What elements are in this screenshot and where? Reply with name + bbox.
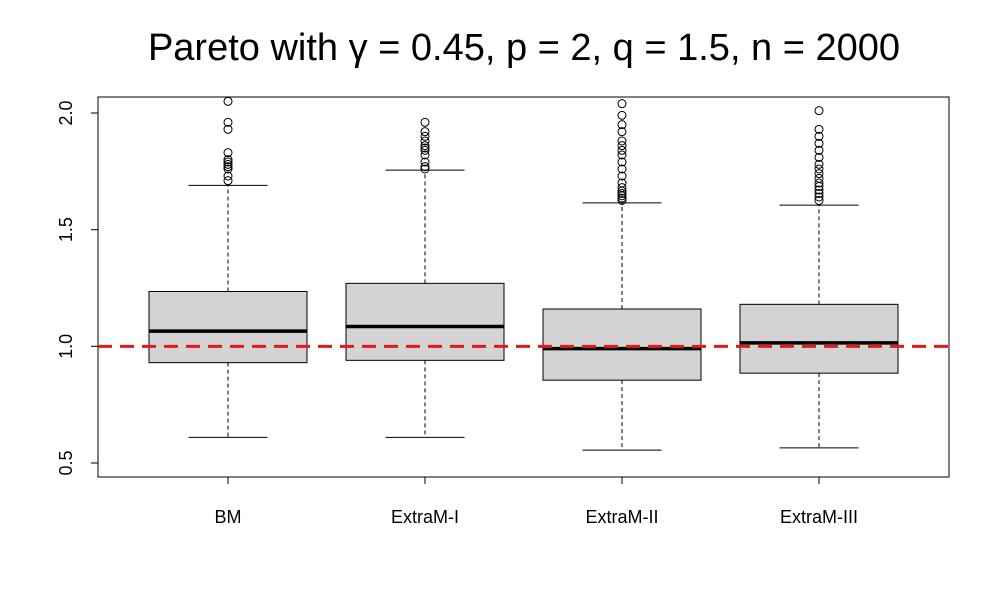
y-tick-label: 1.5 — [56, 217, 76, 242]
outlier-point — [223, 176, 233, 186]
y-tick-label: 0.5 — [56, 450, 76, 475]
outlier-point — [617, 120, 627, 130]
outlier-point — [814, 106, 824, 116]
outlier-point — [223, 124, 233, 134]
outlier-point — [420, 136, 430, 146]
outlier-point — [814, 169, 824, 179]
outlier-point — [223, 159, 233, 169]
x-tick-label: ExtraM-III — [780, 507, 858, 527]
outlier-point — [617, 164, 627, 174]
box-extram-ii — [542, 99, 702, 451]
outlier-point — [814, 178, 824, 188]
outlier-point — [420, 143, 430, 153]
x-tick-label: BM — [215, 507, 242, 527]
outlier-point — [617, 127, 627, 137]
outlier-point — [617, 189, 627, 198]
outlier-point — [814, 189, 824, 198]
iqr-box — [739, 303, 899, 374]
outlier-point — [617, 183, 627, 193]
outlier-point — [617, 110, 627, 120]
outlier-point — [617, 99, 627, 109]
x-tick-label: ExtraM-II — [585, 507, 658, 527]
outlier-point — [617, 136, 627, 146]
outlier-point — [420, 141, 430, 151]
outlier-point — [420, 127, 430, 137]
outlier-point — [617, 145, 627, 155]
outlier-point — [420, 162, 430, 172]
box-bm — [148, 96, 308, 438]
outlier-point — [420, 157, 430, 167]
outlier-point — [223, 148, 233, 158]
outlier-point — [420, 150, 430, 160]
outlier-point — [814, 173, 824, 183]
outlier-point — [617, 196, 627, 205]
outlier-point — [223, 157, 233, 167]
outlier-point — [814, 164, 824, 174]
outlier-point — [420, 145, 430, 155]
outlier-point — [223, 164, 233, 174]
outlier-point — [223, 117, 233, 127]
box-extram-iii — [739, 106, 899, 449]
outlier-point — [223, 155, 233, 165]
y-axis: 0.5 1.0 1.5 2.0 — [56, 100, 99, 476]
iqr-box — [148, 291, 308, 364]
y-tick-label: 1.0 — [56, 334, 76, 359]
outlier-point — [617, 150, 627, 160]
chart-title: Pareto with γ = 0.45, p = 2, q = 1.5, n … — [148, 27, 900, 69]
outlier-point — [617, 157, 627, 167]
boxes-layer — [148, 96, 899, 451]
outlier-point — [814, 145, 824, 155]
iqr-box — [345, 282, 505, 361]
outlier-point — [814, 192, 824, 202]
outlier-point — [814, 185, 824, 195]
outlier-point — [617, 141, 627, 151]
outlier-point — [617, 178, 627, 188]
outlier-point — [617, 171, 627, 181]
outlier-point — [814, 138, 824, 148]
outlier-point — [420, 117, 430, 127]
box-extram-i — [345, 117, 505, 438]
iqr-box — [542, 308, 702, 381]
outlier-point — [814, 159, 824, 169]
y-tick-label: 2.0 — [56, 100, 76, 125]
outlier-point — [223, 162, 233, 172]
outlier-point — [814, 124, 824, 134]
outlier-point — [617, 193, 627, 203]
outlier-point — [420, 131, 430, 141]
x-axis: BM ExtraM-I ExtraM-II ExtraM-III — [215, 476, 858, 527]
outlier-point — [814, 131, 824, 141]
x-tick-label: ExtraM-I — [391, 507, 459, 527]
outlier-point — [814, 152, 824, 162]
outlier-point — [223, 96, 233, 106]
outlier-point — [814, 196, 824, 205]
outlier-point — [223, 171, 233, 181]
outlier-point — [420, 164, 430, 174]
